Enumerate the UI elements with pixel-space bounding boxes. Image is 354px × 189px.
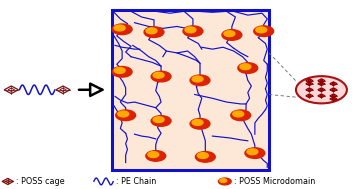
Circle shape — [254, 26, 274, 36]
Circle shape — [218, 178, 231, 185]
Circle shape — [116, 110, 136, 121]
Circle shape — [224, 31, 235, 36]
Text: : POSS Microdomain: : POSS Microdomain — [234, 177, 315, 186]
Circle shape — [148, 152, 159, 157]
Circle shape — [233, 111, 244, 117]
Circle shape — [153, 72, 164, 78]
Circle shape — [245, 148, 265, 158]
Text: : PE Chain: : PE Chain — [116, 177, 156, 186]
Circle shape — [112, 24, 132, 35]
Circle shape — [195, 152, 215, 162]
Circle shape — [190, 119, 210, 129]
Circle shape — [192, 120, 203, 125]
Bar — [112, 10, 269, 170]
Circle shape — [238, 63, 258, 73]
Circle shape — [192, 76, 203, 82]
Circle shape — [198, 153, 208, 158]
Circle shape — [146, 151, 166, 161]
Circle shape — [118, 111, 129, 117]
Circle shape — [151, 116, 171, 126]
Circle shape — [240, 64, 251, 70]
Circle shape — [144, 27, 164, 37]
Circle shape — [190, 75, 210, 86]
Circle shape — [220, 179, 227, 182]
Circle shape — [112, 67, 132, 77]
Circle shape — [185, 27, 196, 33]
Circle shape — [114, 25, 125, 31]
Circle shape — [296, 76, 347, 103]
Circle shape — [146, 28, 157, 34]
Circle shape — [114, 68, 125, 73]
Circle shape — [183, 26, 203, 36]
Circle shape — [256, 27, 267, 33]
Circle shape — [247, 149, 258, 155]
Circle shape — [222, 30, 242, 40]
Circle shape — [231, 110, 251, 121]
Text: : POSS cage: : POSS cage — [16, 177, 64, 186]
Circle shape — [153, 117, 164, 122]
Circle shape — [151, 71, 171, 82]
